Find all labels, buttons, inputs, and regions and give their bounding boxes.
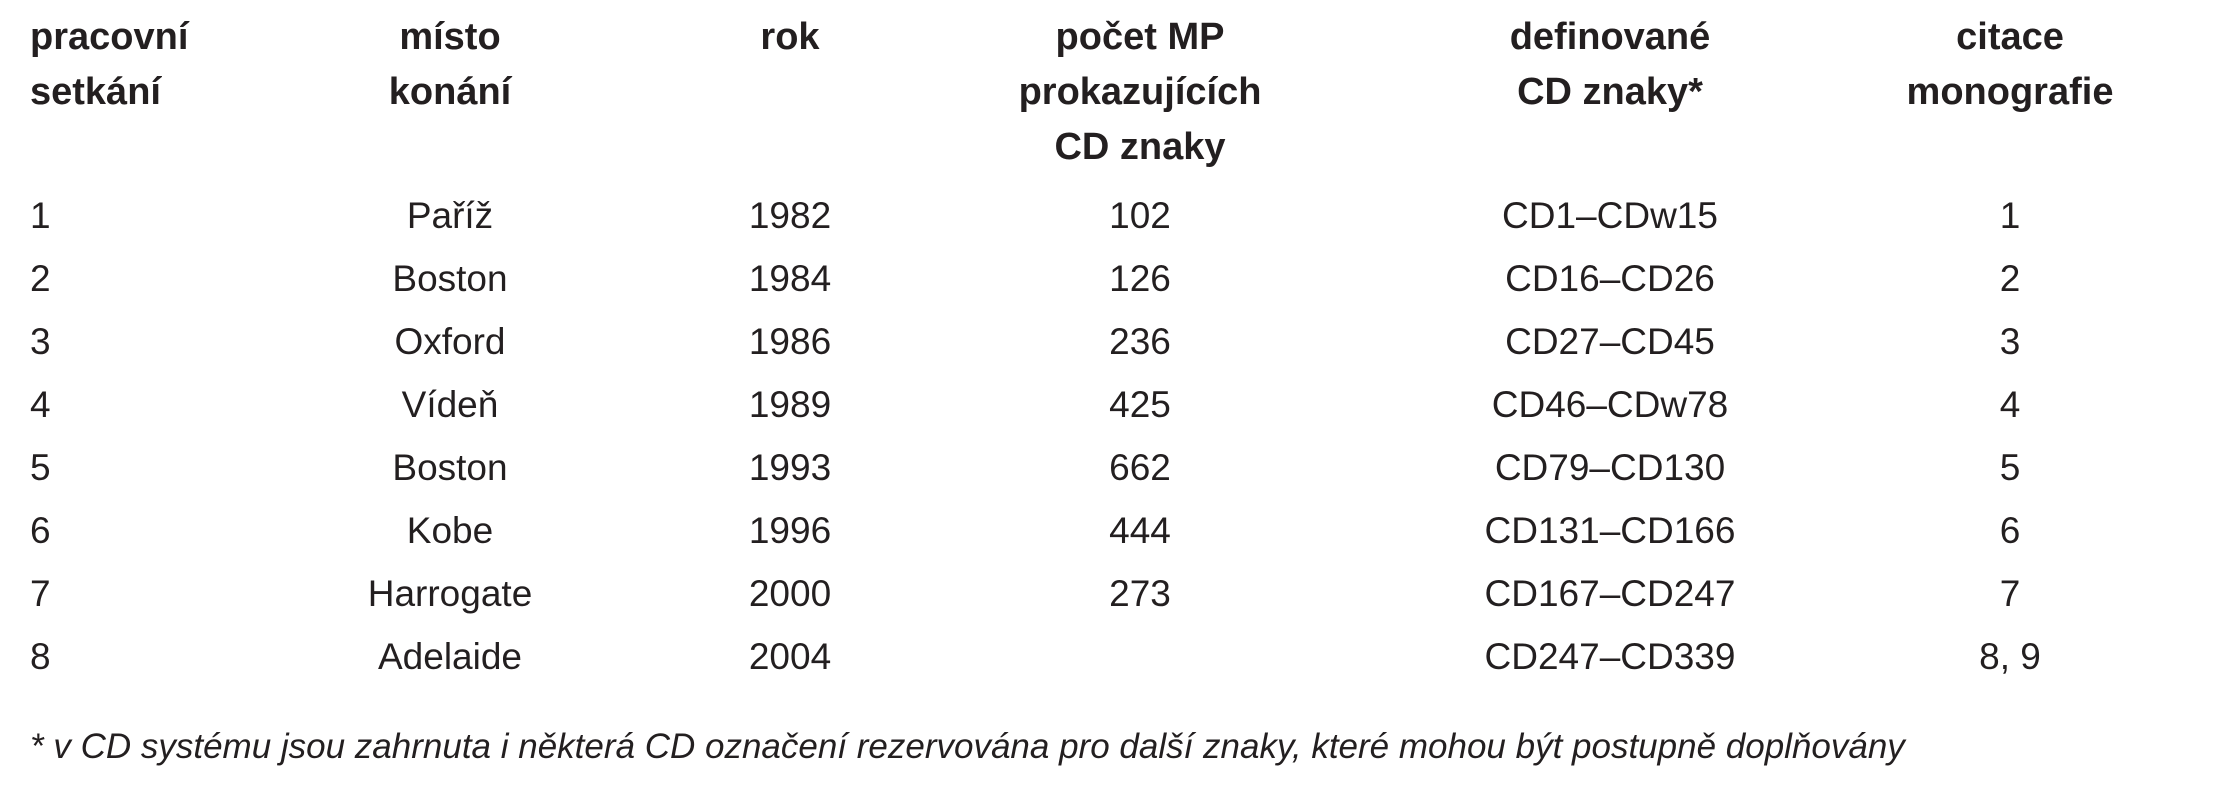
cell-defined-cd: CD16–CD26 [1505,258,1715,299]
cell-year: 1984 [748,258,832,299]
cell-year: 1986 [748,321,832,362]
cell-citation: 7 [1999,573,2021,614]
table-row: 5 Boston 1993 662 CD79–CD130 5 [0,440,2237,503]
cell-citation: 5 [1999,447,2021,488]
table-row: 1 Paříž 1982 102 CD1–CDw15 1 [0,188,2237,251]
header-workshop: pracovní setkání [30,16,189,113]
cell-citation: 4 [1999,384,2021,425]
table-row: 2 Boston 1984 126 CD16–CD26 2 [0,251,2237,314]
table-row: 4 Vídeň 1989 425 CD46–CDw78 4 [0,377,2237,440]
table-row: 3 Oxford 1986 236 CD27–CD45 3 [0,314,2237,377]
cell-citation: 1 [1999,195,2021,236]
cell-workshop: 7 [30,573,51,614]
cell-venue: Vídeň [401,384,499,425]
cell-workshop: 6 [30,510,51,551]
cell-venue: Oxford [394,321,506,362]
cell-citation: 8, 9 [1979,636,2041,677]
cell-mab-count: 425 [1109,384,1171,425]
cell-workshop: 5 [30,447,51,488]
cell-defined-cd: CD46–CDw78 [1491,384,1729,425]
header-year: rok [760,16,820,58]
cell-defined-cd: CD1–CDw15 [1502,195,1718,236]
table-row: 8 Adelaide 2004 CD247–CD339 8, 9 [0,629,2237,692]
cell-workshop: 4 [30,384,51,425]
cell-mab-count: 444 [1109,510,1171,551]
cell-defined-cd: CD247–CD339 [1484,636,1736,677]
cell-citation: 6 [1999,510,2021,551]
cell-year: 2000 [748,573,832,614]
cell-defined-cd: CD27–CD45 [1505,321,1715,362]
table-footnote: * v CD systému jsou zahrnuta i některá C… [30,727,1905,766]
cell-mab-count: 273 [1109,573,1171,614]
cell-citation: 2 [1999,258,2021,299]
cell-workshop: 1 [30,195,51,236]
header-citation: citace monografie [1906,16,2114,113]
cell-venue: Harrogate [367,573,533,614]
header-mab-count: počet MP prokazujících CD znaky [1018,16,1262,168]
cell-workshop: 2 [30,258,51,299]
cell-mab-count: 236 [1109,321,1171,362]
cell-venue: Paříž [406,195,494,236]
cell-venue: Adelaide [377,636,522,677]
cell-year: 1996 [748,510,832,551]
cell-year: 1993 [748,447,832,488]
cell-workshop: 3 [30,321,51,362]
cell-venue: Boston [392,447,508,488]
header-venue: místo konání [388,16,512,113]
cell-venue: Boston [392,258,508,299]
table-row: 7 Harrogate 2000 273 CD167–CD247 7 [0,566,2237,629]
cell-year: 1982 [748,195,832,236]
table-body: 1 Paříž 1982 102 CD1–CDw15 1 2 Boston 19… [0,188,2237,692]
cell-mab-count: 102 [1109,195,1171,236]
cell-venue: Kobe [406,510,494,551]
cell-workshop: 8 [30,636,51,677]
cell-citation: 3 [1999,321,2021,362]
header-defined-cd: definované CD znaky* [1509,16,1711,113]
cell-year: 2004 [748,636,832,677]
cell-year: 1989 [748,384,832,425]
cell-defined-cd: CD79–CD130 [1494,447,1726,488]
cell-defined-cd: CD131–CD166 [1484,510,1736,551]
cell-defined-cd: CD167–CD247 [1484,573,1736,614]
table-header: pracovní setkání místo konání rok počet … [0,10,2237,180]
cell-mab-count: 662 [1109,447,1171,488]
table-row: 6 Kobe 1996 444 CD131–CD166 6 [0,503,2237,566]
cell-mab-count: 126 [1109,258,1171,299]
